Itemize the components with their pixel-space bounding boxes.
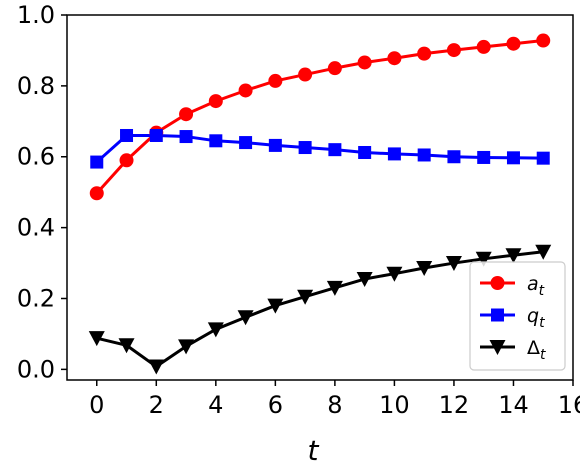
x-tick-label: 0 xyxy=(89,391,104,419)
legend-label: at xyxy=(527,273,545,299)
data-point-1 xyxy=(90,155,104,169)
legend-label: Δt xyxy=(527,337,546,363)
data-point-2 xyxy=(88,331,105,347)
data-point-1 xyxy=(417,148,431,162)
data-point-1 xyxy=(179,130,193,144)
data-point-2 xyxy=(356,272,373,288)
x-tick-label: 8 xyxy=(327,391,342,419)
x-tick-label: 10 xyxy=(379,391,410,419)
series-lines xyxy=(95,39,544,369)
data-point-1 xyxy=(328,143,342,157)
legend: at qt Δt xyxy=(469,261,566,371)
data-point-0 xyxy=(536,33,551,48)
data-point-2 xyxy=(267,298,284,314)
data-point-1 xyxy=(536,151,550,165)
x-axis-label: t xyxy=(308,434,320,467)
data-point-0 xyxy=(476,39,491,54)
data-point-0 xyxy=(208,94,223,109)
data-point-2 xyxy=(207,322,224,338)
y-axis: 0.0 0.2 0.4 0.6 0.8 1.0 xyxy=(17,1,67,383)
data-point-0 xyxy=(387,51,402,66)
y-tick-label: 1.0 xyxy=(17,1,55,29)
legend-marker xyxy=(490,276,505,290)
data-point-0 xyxy=(89,186,104,201)
x-tick-label: 12 xyxy=(439,391,470,419)
data-point-2 xyxy=(118,338,135,354)
data-point-2 xyxy=(505,248,522,264)
data-point-0 xyxy=(327,61,342,76)
data-point-0 xyxy=(506,36,521,51)
y-tick-label: 0.0 xyxy=(17,355,55,383)
data-point-2 xyxy=(386,266,403,282)
data-point-0 xyxy=(357,55,372,70)
y-tick-label: 0.4 xyxy=(17,214,55,242)
legend-marker xyxy=(489,340,506,355)
data-point-1 xyxy=(477,150,491,164)
data-point-1 xyxy=(239,136,253,150)
data-point-2 xyxy=(237,310,254,326)
data-point-2 xyxy=(445,256,462,272)
legend-label: qt xyxy=(527,305,545,331)
legend-marker xyxy=(491,308,504,322)
data-point-1 xyxy=(387,147,401,161)
data-point-1 xyxy=(298,141,312,155)
data-point-1 xyxy=(149,128,163,142)
y-tick-label: 0.6 xyxy=(17,143,55,171)
data-point-0 xyxy=(417,46,432,61)
y-tick-label: 0.2 xyxy=(17,284,55,312)
data-point-0 xyxy=(179,107,194,122)
data-point-2 xyxy=(326,280,343,296)
data-point-2 xyxy=(535,244,552,260)
data-point-0 xyxy=(119,153,134,168)
series-markers xyxy=(88,33,552,375)
data-point-1 xyxy=(209,134,223,148)
data-point-1 xyxy=(358,145,372,159)
series-line-0 xyxy=(95,39,544,195)
data-point-1 xyxy=(506,151,520,165)
x-tick-label: 2 xyxy=(149,391,164,419)
data-point-0 xyxy=(268,73,283,88)
x-tick-label: 6 xyxy=(268,391,283,419)
data-point-0 xyxy=(446,43,461,58)
data-point-1 xyxy=(447,150,461,164)
x-axis: 0 2 4 6 8 10 12 14 16 xyxy=(89,380,580,419)
data-point-1 xyxy=(120,128,134,142)
y-tick-label: 0.8 xyxy=(17,72,55,100)
x-tick-label: 4 xyxy=(208,391,223,419)
data-point-0 xyxy=(298,67,313,82)
x-tick-label: 14 xyxy=(498,391,529,419)
series-line-2 xyxy=(96,250,544,369)
data-point-2 xyxy=(475,251,492,267)
data-point-2 xyxy=(148,359,165,375)
plot-frame xyxy=(66,14,574,381)
data-point-0 xyxy=(238,83,253,98)
data-point-2 xyxy=(297,289,314,305)
data-point-1 xyxy=(268,138,282,152)
data-point-2 xyxy=(416,261,433,277)
x-tick-label: 16 xyxy=(558,391,580,419)
data-point-2 xyxy=(178,339,195,355)
series-line-1 xyxy=(95,133,544,164)
